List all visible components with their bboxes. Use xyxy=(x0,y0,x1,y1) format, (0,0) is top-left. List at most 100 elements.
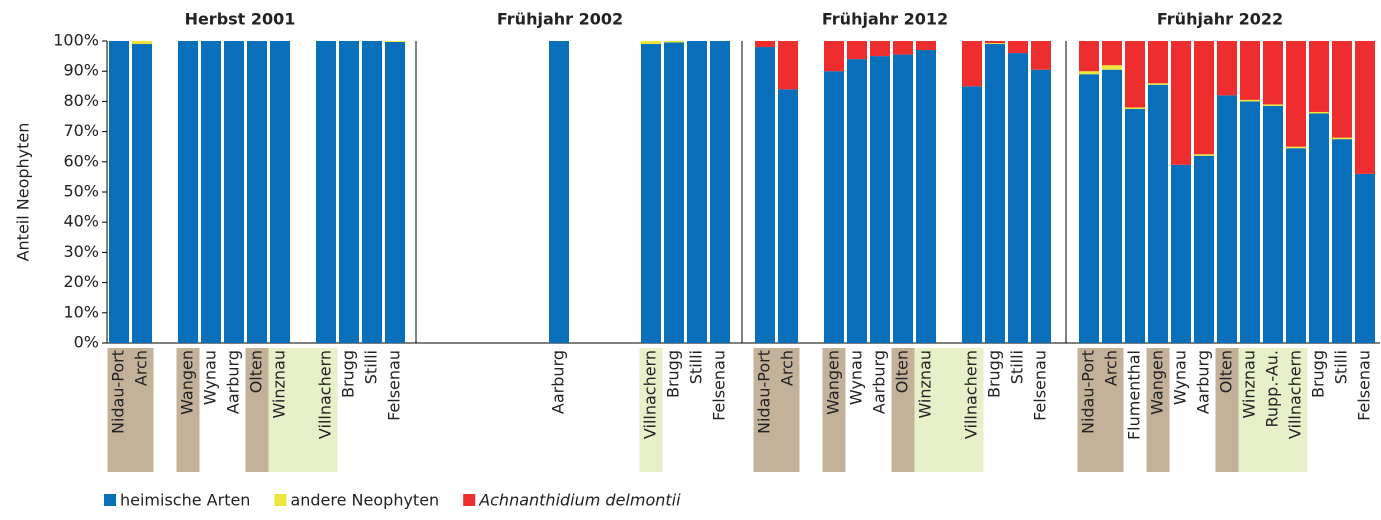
bar-segment xyxy=(847,59,867,344)
bar-segment xyxy=(1217,95,1237,343)
x-tick-label: Felsenau xyxy=(1031,350,1050,421)
bar-segment xyxy=(641,41,661,45)
x-tick-label: Wangen xyxy=(1148,350,1167,415)
x-tick-label: Aarburg xyxy=(870,350,889,414)
bar-segment xyxy=(1286,148,1306,343)
y-tick-label: 60% xyxy=(63,151,99,170)
bar-segment xyxy=(824,41,844,72)
bar-segment xyxy=(247,41,267,343)
bar-segment xyxy=(641,44,661,344)
bar-segment xyxy=(1079,74,1099,343)
bar-segment xyxy=(870,56,890,343)
bar-segment xyxy=(1148,84,1168,343)
label-background xyxy=(1284,348,1308,472)
bar-segment xyxy=(132,41,152,45)
y-tick-label: 100% xyxy=(53,31,99,50)
x-tick-label: Winznau xyxy=(916,350,935,419)
x-tick-label: Villnachern xyxy=(962,350,981,439)
bar-segment xyxy=(1008,41,1028,54)
bar-segment xyxy=(962,41,982,87)
bar-segment xyxy=(1355,41,1375,174)
y-tick-label: 50% xyxy=(63,182,99,201)
panel-title: Frühjahr 2012 xyxy=(822,10,948,29)
bar-segment xyxy=(339,41,359,343)
label-background xyxy=(268,348,292,472)
label-background xyxy=(1077,348,1101,472)
x-tick-label: Brugg xyxy=(664,350,683,398)
label-background xyxy=(130,348,154,472)
x-tick-label: Villnachern xyxy=(316,350,335,439)
bar-segment xyxy=(1263,41,1283,105)
label-background xyxy=(314,348,338,472)
x-tick-label: Aarburg xyxy=(1194,350,1213,414)
x-tick-label: Wangen xyxy=(178,350,197,415)
bar-segment xyxy=(985,41,1005,44)
label-background xyxy=(1146,348,1170,472)
bar-segment xyxy=(1102,65,1122,70)
y-tick-label: 0% xyxy=(74,333,99,352)
x-tick-label: Stilli xyxy=(687,350,706,384)
label-background xyxy=(753,348,777,472)
bar-segment xyxy=(1125,41,1145,108)
label-background xyxy=(1238,348,1262,472)
y-tick-label: 70% xyxy=(63,121,99,140)
bar-segment xyxy=(1240,101,1260,344)
bar-segment xyxy=(1031,69,1051,343)
bar-segment xyxy=(985,43,1005,45)
y-tick-label: 80% xyxy=(63,91,99,110)
bar-segment xyxy=(1286,41,1306,147)
bar-segment xyxy=(664,41,684,43)
bar-segment xyxy=(1309,113,1329,343)
y-tick-label: 30% xyxy=(63,242,99,261)
x-tick-label: Wynau xyxy=(201,350,220,405)
x-tick-label: Aarburg xyxy=(549,350,568,414)
bar-segment xyxy=(962,86,982,344)
x-tick-label: Arch xyxy=(132,350,151,386)
bar-segment xyxy=(1008,53,1028,344)
bar-segment xyxy=(870,41,890,57)
label-background xyxy=(822,348,846,472)
bar-segment xyxy=(1031,41,1051,70)
x-tick-label: Olten xyxy=(1217,350,1236,393)
x-tick-label: Felsenau xyxy=(1355,350,1374,421)
x-tick-label: Stilli xyxy=(1008,350,1027,384)
x-tick-label: Winznau xyxy=(270,350,289,419)
bar-segment xyxy=(1240,99,1260,102)
bar-segment xyxy=(1194,41,1214,155)
label-background xyxy=(1261,348,1285,472)
bar-segment xyxy=(1332,139,1352,343)
x-tick-label: Nidau-Port xyxy=(1079,350,1098,434)
bar-segment xyxy=(1332,41,1352,138)
panel-title: Frühjahr 2022 xyxy=(1157,10,1283,29)
bar-segment xyxy=(985,44,1005,344)
bar-segment xyxy=(824,71,844,343)
bar-segment xyxy=(1355,173,1375,343)
bar-segment xyxy=(1286,146,1306,149)
bar-segment xyxy=(778,41,798,90)
bar-segment xyxy=(1102,69,1122,343)
x-tick-label: Stilli xyxy=(1332,350,1351,384)
x-tick-label: Wynau xyxy=(847,350,866,405)
x-tick-label: Aarburg xyxy=(224,350,243,414)
bar-segment xyxy=(1148,83,1168,85)
bar-segment xyxy=(687,41,707,343)
x-tick-label: Felsenau xyxy=(385,350,404,421)
y-tick-label: 10% xyxy=(63,302,99,321)
bar-segment xyxy=(549,41,569,343)
bar-segment xyxy=(316,41,336,343)
x-tick-label: Villnachern xyxy=(1286,350,1305,439)
bar-segment xyxy=(847,41,867,60)
bar-segment xyxy=(178,41,198,343)
y-tick-label: 40% xyxy=(63,212,99,231)
bar-segment xyxy=(270,41,290,343)
legend-label: andere Neophyten xyxy=(290,491,439,510)
bar-segment xyxy=(1194,154,1214,156)
x-tick-label: Winznau xyxy=(1240,350,1259,419)
bar-segment xyxy=(893,54,913,344)
bar-segment xyxy=(1217,41,1237,96)
bar-segment xyxy=(362,41,382,343)
label-background xyxy=(107,348,131,472)
x-tick-label: Villnachern xyxy=(641,350,660,439)
x-tick-label: Wangen xyxy=(824,350,843,415)
bar-segment xyxy=(201,41,221,343)
